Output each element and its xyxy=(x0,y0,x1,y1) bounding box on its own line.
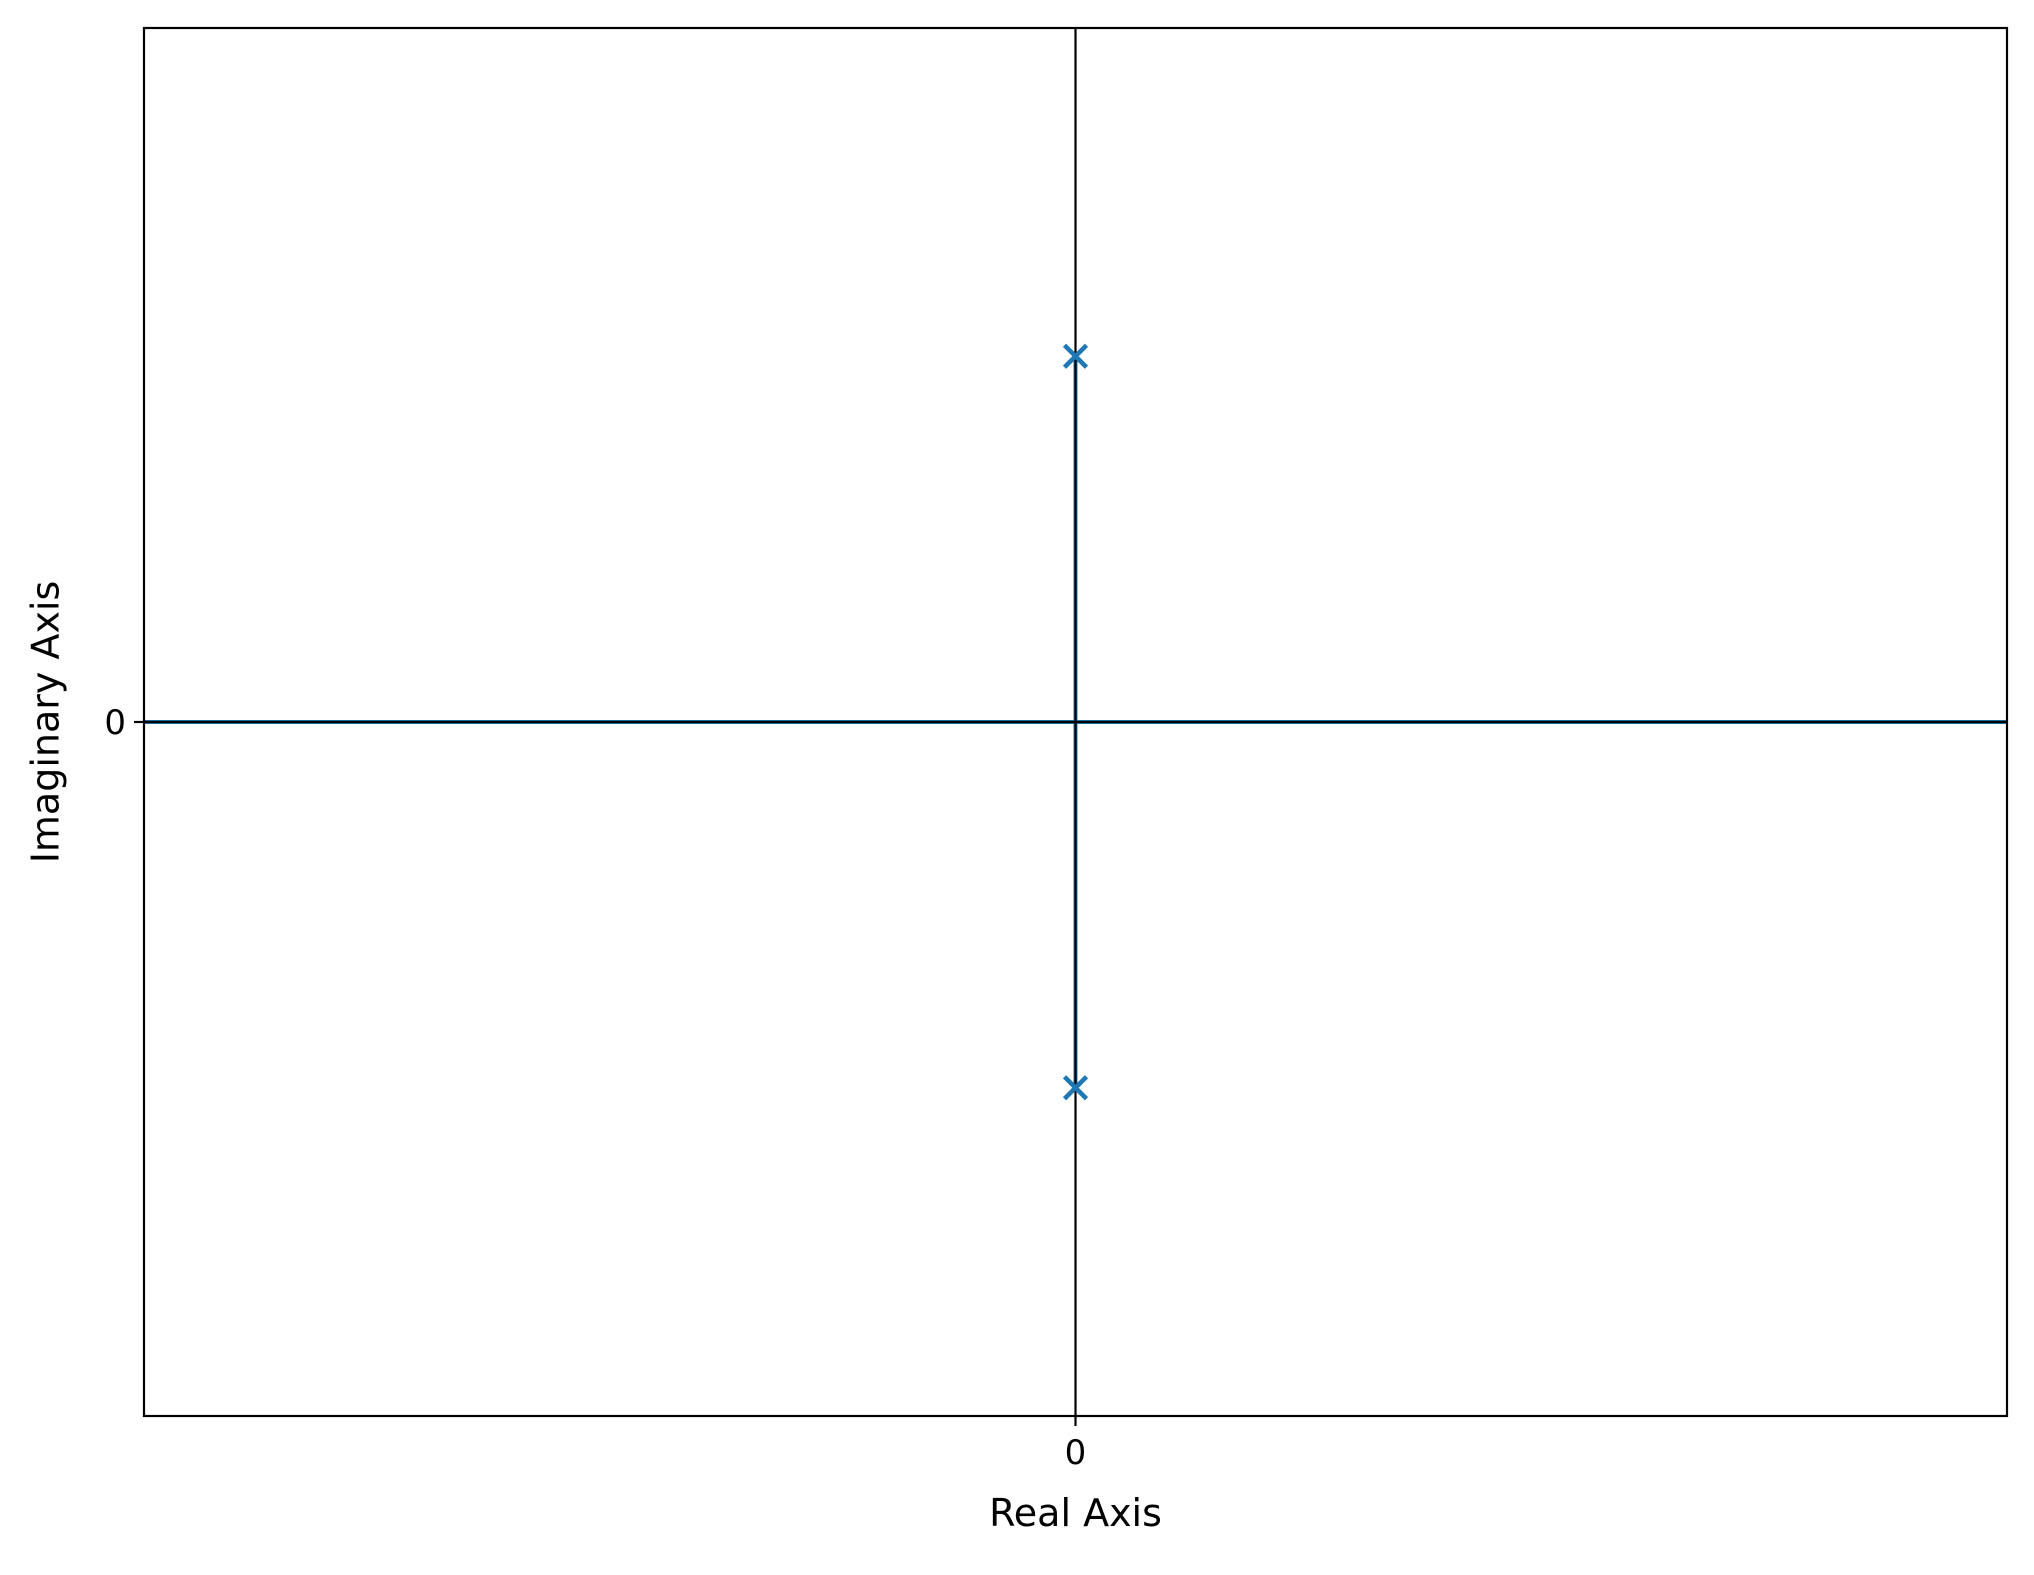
pole-marker xyxy=(1062,1075,1089,1101)
pole-marker xyxy=(1062,343,1089,369)
x-tick-label: 0 xyxy=(1065,1433,1087,1473)
ticks: 00 xyxy=(104,703,1086,1473)
x-axis-label: Real Axis xyxy=(989,1491,1162,1535)
y-axis-label: Imaginary Axis xyxy=(24,581,68,864)
y-tick-label: 0 xyxy=(104,703,126,743)
